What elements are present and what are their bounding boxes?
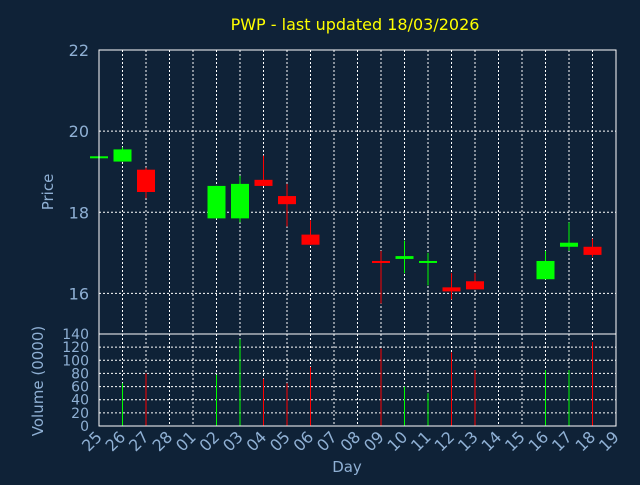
candle-body (231, 183, 249, 219)
x-ticks: 2526272801020304050607080910111213141516… (78, 427, 623, 455)
price-tick-label: 18 (69, 203, 89, 222)
price-tick-label: 16 (69, 284, 89, 303)
volume-tick-label: 20 (71, 406, 89, 422)
volume-tick-label: 40 (71, 393, 89, 409)
volume-tick-label: 100 (62, 353, 89, 369)
candle-body (560, 242, 578, 247)
candle-body (301, 234, 320, 245)
candle-body (137, 169, 155, 192)
candle-body (466, 281, 484, 290)
candle-body (254, 179, 273, 186)
candle-body (395, 256, 414, 259)
volume-tick-label: 80 (71, 366, 89, 382)
x-axis-label: Day (332, 458, 362, 476)
candle-body (583, 246, 602, 255)
candle-body (536, 260, 555, 280)
candle-body (207, 185, 226, 219)
price-tick-label: 22 (69, 41, 89, 60)
price-y-ticks: 16 18 20 22 (69, 41, 89, 303)
volume-tick-label: 0 (80, 419, 89, 435)
price-grid (99, 49, 616, 334)
candle-body (419, 260, 437, 263)
volume-tick-label: 120 (62, 340, 89, 356)
candle-body (113, 149, 132, 162)
volume-tick-label: 140 (62, 327, 89, 343)
volume-axis-label: Volume (0000) (29, 326, 47, 436)
volume-tick-label: 60 (71, 380, 89, 396)
candle-body (278, 196, 296, 205)
candle-body (372, 260, 390, 263)
price-tick-label: 20 (69, 122, 89, 141)
volume-bars (122, 339, 593, 426)
volume-panel-frame (98, 333, 617, 427)
candle-body (442, 287, 461, 292)
chart-title: PWP - last updated 18/03/2026 (231, 15, 480, 34)
price-axis-label: Price (39, 174, 57, 211)
